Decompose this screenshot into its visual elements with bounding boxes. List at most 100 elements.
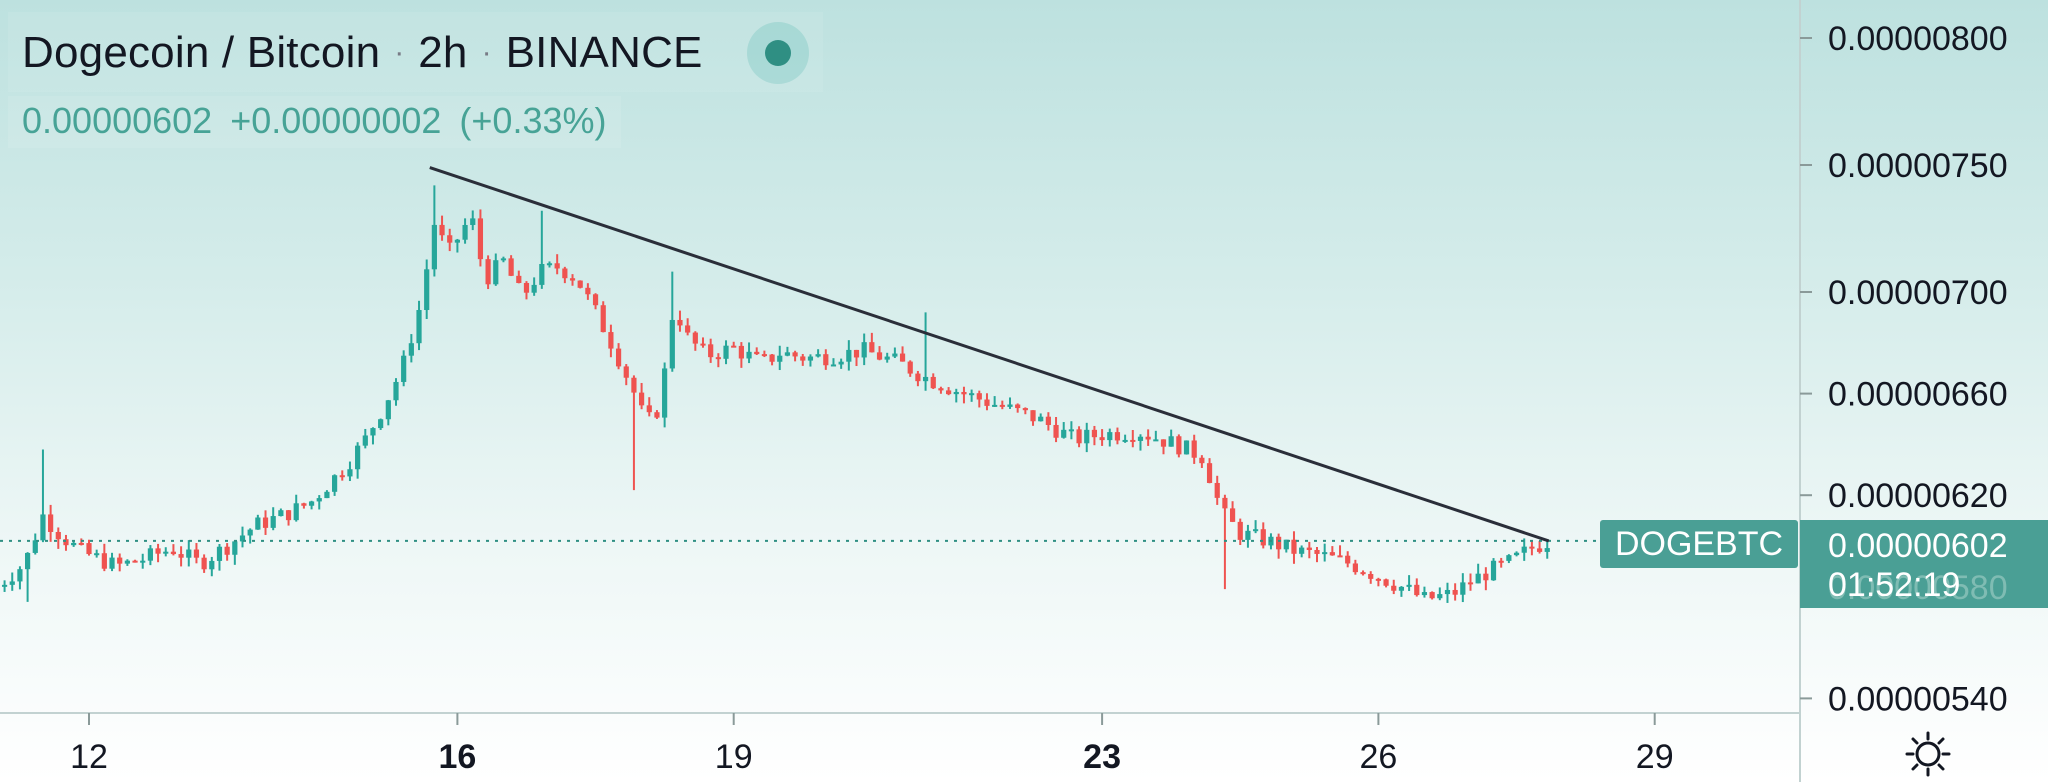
- candle-up: [378, 419, 384, 429]
- candle-down: [769, 354, 775, 362]
- candle-up: [546, 263, 553, 266]
- market-status-icon[interactable]: [746, 22, 809, 84]
- candle-up: [385, 400, 391, 420]
- candle-down: [738, 345, 744, 359]
- candle-down: [1099, 437, 1105, 441]
- price-axis: 0.00000800 0.00000750 0.00000700 0.00000660…: [1800, 20, 2008, 718]
- candle-up: [662, 368, 668, 418]
- candle-up: [40, 514, 46, 541]
- price-change-pct: (+0.33%): [459, 100, 607, 141]
- candle-up: [846, 349, 852, 362]
- candle-down: [262, 517, 269, 528]
- candle-up: [1245, 530, 1251, 540]
- candle-up: [815, 354, 821, 357]
- candle-down: [1237, 521, 1243, 540]
- candle-up: [332, 475, 338, 492]
- candle-down: [1145, 436, 1151, 440]
- candle-down: [646, 405, 652, 413]
- candle-down: [585, 287, 591, 295]
- y-tick-label: 0.00000540: [1828, 680, 2008, 718]
- interval[interactable]: 2h: [418, 28, 468, 77]
- candle-up: [470, 218, 476, 225]
- candle-down: [63, 539, 69, 546]
- candle-up: [861, 342, 867, 358]
- candle-down: [1114, 432, 1121, 441]
- separator-dot: ·: [394, 36, 405, 69]
- symbol-title[interactable]: Dogecoin / Bitcoin · 2h · BINANCE: [8, 12, 823, 92]
- candle-up: [1084, 429, 1090, 444]
- candle-down: [792, 352, 798, 357]
- candle-down: [201, 557, 207, 570]
- candle-up: [1544, 548, 1550, 552]
- candle-down: [86, 543, 92, 555]
- gear-icon[interactable]: [1904, 730, 1952, 778]
- candle-down: [1076, 429, 1082, 444]
- x-tick-label: 16: [438, 738, 476, 776]
- candle-up: [163, 551, 169, 554]
- candle-down: [170, 551, 177, 555]
- candle-up: [1444, 589, 1451, 595]
- candle-down: [562, 268, 568, 279]
- candle-up: [1038, 416, 1044, 422]
- candle-up: [1437, 594, 1443, 599]
- candle-up: [94, 553, 100, 556]
- candle-down: [1329, 552, 1335, 556]
- candle-down: [677, 319, 683, 326]
- candle-down: [1130, 439, 1136, 442]
- descending-trendline[interactable]: [429, 166, 1550, 543]
- axis-hidden-tick: 0.00000580: [1828, 569, 2008, 607]
- candle-down: [1191, 440, 1197, 458]
- candle-up: [17, 569, 23, 582]
- candle-down: [700, 343, 706, 346]
- candlesticks: [1, 185, 1550, 603]
- candle-down: [1053, 424, 1059, 438]
- candle-down: [1214, 482, 1220, 498]
- candle-down: [477, 218, 484, 260]
- candle-up: [1253, 529, 1259, 532]
- candle-down: [132, 560, 138, 563]
- candle-down: [1314, 549, 1320, 554]
- candle-down: [55, 531, 61, 540]
- candle-up: [454, 239, 460, 243]
- candle-up: [539, 264, 545, 285]
- candle-down: [577, 280, 583, 288]
- candle-up: [1153, 439, 1159, 442]
- y-tick-label: 0.00000620: [1828, 477, 2008, 515]
- candle-up: [1406, 584, 1412, 587]
- candle-down: [639, 392, 645, 406]
- symbol-name[interactable]: Dogecoin / Bitcoin: [22, 28, 381, 77]
- candle-up: [416, 310, 422, 344]
- candle-down: [78, 542, 84, 545]
- candle-down: [1229, 508, 1236, 522]
- candle-down: [692, 332, 698, 344]
- candle-up: [25, 552, 31, 570]
- candle-up: [278, 510, 284, 517]
- candle-down: [623, 366, 629, 378]
- candle-up: [1475, 573, 1481, 584]
- candle-down: [631, 377, 637, 393]
- candle-down: [1160, 439, 1167, 447]
- candle-up: [424, 269, 430, 311]
- candle-down: [447, 235, 453, 243]
- candle-down: [193, 549, 200, 558]
- candle-up: [1283, 539, 1289, 550]
- candle-up: [32, 540, 38, 553]
- candle-up: [884, 356, 890, 360]
- axis-price-label: 0.00000602: [1828, 527, 2008, 565]
- candle-up: [9, 581, 15, 585]
- ticker-label: DOGEBTC: [1615, 525, 1783, 563]
- candle-down: [984, 399, 990, 406]
- candle-up: [216, 546, 223, 561]
- candle-up: [1460, 582, 1466, 595]
- candle-down: [1091, 429, 1098, 438]
- candle-down: [761, 354, 767, 357]
- candle-down: [1429, 592, 1435, 599]
- separator-dot: ·: [481, 36, 492, 69]
- candle-down: [1199, 457, 1205, 464]
- candle-up: [500, 258, 507, 261]
- candle-down: [915, 373, 921, 382]
- candle-down: [1352, 563, 1358, 573]
- candle-up: [431, 224, 437, 270]
- candle-up: [1061, 429, 1067, 438]
